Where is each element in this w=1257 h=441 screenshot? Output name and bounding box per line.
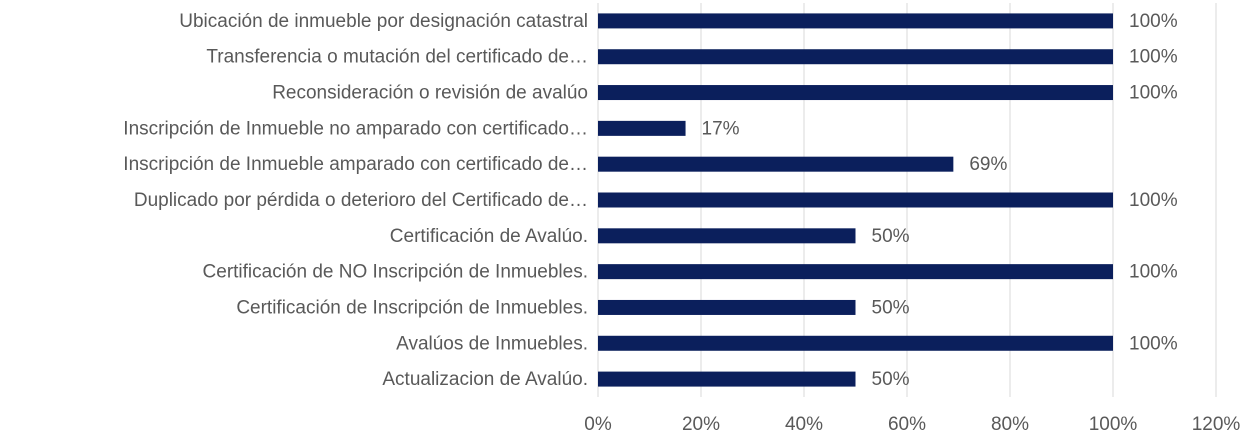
data-label: 100%	[1129, 190, 1178, 211]
x-tick-label: 0%	[584, 414, 612, 435]
x-tick-label: 120%	[1192, 414, 1241, 435]
data-label: 50%	[872, 369, 910, 390]
data-label: 100%	[1129, 11, 1178, 32]
bar	[598, 49, 1113, 65]
y-tick-label: Inscripción de Inmueble no amparado con …	[123, 118, 588, 139]
bar	[598, 371, 856, 387]
bar	[598, 264, 1113, 280]
y-tick-label: Inscripción de Inmueble amparado con cer…	[123, 154, 588, 175]
data-label: 69%	[969, 154, 1007, 175]
x-tick-label: 80%	[991, 414, 1029, 435]
y-tick-label: Avalúos de Inmuebles.	[396, 333, 588, 354]
bar	[598, 156, 954, 172]
y-tick-label: Actualizacion de Avalúo.	[382, 369, 588, 390]
bar	[598, 85, 1113, 101]
x-tick-label: 40%	[785, 414, 823, 435]
data-label: 100%	[1129, 83, 1178, 104]
x-tick-label: 60%	[888, 414, 926, 435]
y-tick-label: Certificación de Avalúo.	[390, 226, 588, 247]
bar	[598, 228, 856, 244]
data-label: 100%	[1129, 47, 1178, 68]
bar	[598, 13, 1113, 29]
data-label: 100%	[1129, 262, 1178, 283]
y-tick-label: Reconsideración o revisión de avalúo	[272, 83, 588, 104]
x-tick-label: 100%	[1089, 414, 1138, 435]
data-label: 100%	[1129, 333, 1178, 354]
y-tick-label: Duplicado por pérdida o deterioro del Ce…	[134, 190, 588, 211]
y-tick-label: Certificación de NO Inscripción de Inmue…	[203, 262, 588, 283]
bar	[598, 335, 1113, 351]
y-tick-label: Ubicación de inmueble por designación ca…	[179, 11, 588, 32]
x-tick-label: 20%	[682, 414, 720, 435]
bar	[598, 120, 686, 136]
data-label: 17%	[702, 118, 740, 139]
bar	[598, 299, 856, 315]
data-label: 50%	[872, 297, 910, 318]
y-tick-label: Certificación de Inscripción de Inmueble…	[236, 297, 588, 318]
y-tick-label: Transferencia o mutación del certificado…	[206, 47, 588, 68]
data-label: 50%	[872, 226, 910, 247]
bar	[598, 192, 1113, 208]
